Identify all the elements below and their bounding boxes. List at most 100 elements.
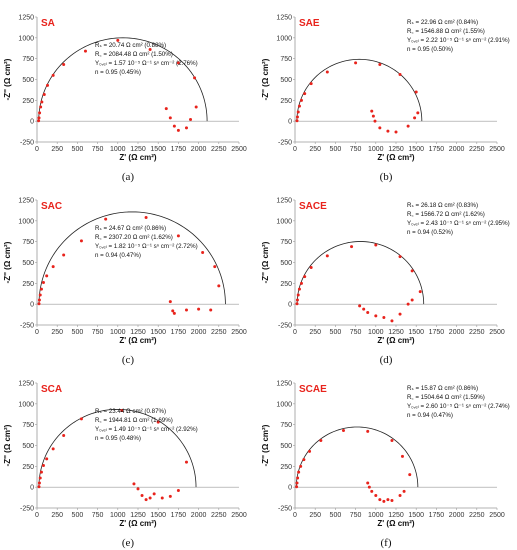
y-tick-label: 750 bbox=[22, 239, 34, 246]
data-point bbox=[410, 269, 414, 273]
x-tick-label: 250 bbox=[309, 512, 321, 519]
data-point bbox=[367, 485, 371, 489]
fit-parameter-text: Rₛ = 15.87 Ω cm² (0.86%) bbox=[407, 385, 478, 392]
y-tick-label: 250 bbox=[22, 281, 34, 288]
data-point bbox=[398, 312, 402, 316]
fit-parameter-text: Rₛ = 23.44 Ω cm² (0.87%) bbox=[95, 408, 166, 415]
data-point bbox=[413, 116, 417, 120]
fit-parameter-text: n = 0.94 (0.47%) bbox=[407, 412, 453, 419]
data-point bbox=[398, 73, 402, 76]
data-point bbox=[79, 417, 83, 421]
y-tick-label: 0 bbox=[288, 119, 292, 126]
y-tick-label: 1250 bbox=[18, 381, 34, 388]
data-point bbox=[378, 126, 382, 130]
x-tick-label: 1500 bbox=[408, 329, 424, 336]
data-point bbox=[40, 100, 44, 104]
y-tick-label: 250 bbox=[280, 281, 292, 288]
y-tick-label: 250 bbox=[22, 98, 34, 105]
x-tick-label: 1500 bbox=[150, 329, 166, 336]
x-tick-label: 250 bbox=[51, 146, 63, 153]
data-point bbox=[51, 447, 55, 451]
data-point bbox=[184, 308, 188, 312]
y-tick-label: 500 bbox=[22, 77, 34, 84]
data-point bbox=[46, 83, 50, 87]
data-point bbox=[354, 61, 358, 65]
data-point bbox=[176, 489, 180, 492]
fit-parameter-text: Y₀,ₑₗ = 2.60 10⁻⁵ Ω⁻¹ sⁿ cm⁻² (2.74%) bbox=[407, 403, 510, 410]
data-point bbox=[308, 449, 312, 453]
data-point bbox=[144, 498, 148, 502]
data-point bbox=[358, 304, 362, 308]
data-point bbox=[152, 492, 156, 496]
data-point bbox=[197, 307, 201, 311]
data-point bbox=[299, 464, 303, 468]
x-axis-label: Z' (Ω cm²) bbox=[377, 153, 415, 162]
panel-caption: (a) bbox=[122, 171, 135, 183]
fit-parameter-text: Rₛ = 22.96 Ω cm² (0.84%) bbox=[407, 19, 478, 26]
data-point bbox=[325, 254, 329, 258]
data-point bbox=[194, 105, 198, 109]
data-point bbox=[176, 61, 180, 65]
data-point bbox=[41, 281, 45, 284]
panel-caption: (f) bbox=[381, 537, 392, 549]
data-point bbox=[366, 311, 370, 314]
panel-label: SA bbox=[41, 18, 55, 29]
data-point bbox=[382, 499, 386, 503]
data-point bbox=[362, 307, 366, 311]
x-tick-label: 2500 bbox=[231, 329, 247, 336]
chart-panel-sca: 0 250 500 750 1000 1250 1500 1750 2000 2250 250012… bbox=[3, 381, 247, 550]
x-tick-label: 2250 bbox=[469, 512, 485, 519]
data-point bbox=[374, 243, 378, 247]
data-point bbox=[382, 316, 386, 319]
x-tick-label: 1500 bbox=[150, 512, 166, 519]
data-point bbox=[386, 498, 390, 502]
data-point bbox=[390, 439, 394, 442]
fit-parameter-text: R꜀ = 2307.20 Ω cm² (1.62%) bbox=[95, 234, 173, 241]
x-tick-label: 250 bbox=[51, 512, 63, 519]
data-point bbox=[295, 119, 299, 123]
data-point bbox=[299, 281, 303, 285]
data-point bbox=[168, 494, 172, 498]
x-tick-label: 0 bbox=[35, 329, 39, 336]
x-tick-label: 1500 bbox=[408, 512, 424, 519]
data-point bbox=[295, 485, 299, 489]
data-point bbox=[132, 482, 136, 486]
fit-parameter-text: Y₀,ₑₗ = 1.82 10⁻⁵ Ω⁻¹ sⁿ cm⁻² (2.72%) bbox=[95, 243, 198, 250]
chart-panel-sa: 0 250 500 750 1000 1250 1500 1750 2000 2250 250012… bbox=[3, 15, 247, 184]
y-tick-label: 0 bbox=[30, 485, 34, 492]
data-point bbox=[37, 481, 41, 485]
panel-label: SCA bbox=[41, 384, 62, 395]
y-tick-label: -250 bbox=[20, 323, 34, 330]
data-point bbox=[296, 476, 300, 480]
chart-panel-sae: 0 250 500 750 1000 1250 1500 1750 2000 2250 250012… bbox=[261, 15, 510, 184]
data-point bbox=[37, 298, 41, 302]
y-tick-label: 1250 bbox=[276, 381, 292, 388]
y-tick-label: 500 bbox=[280, 443, 292, 450]
data-point bbox=[302, 458, 306, 462]
data-point bbox=[309, 82, 313, 86]
x-tick-label: 750 bbox=[92, 146, 104, 153]
x-tick-label: 250 bbox=[309, 329, 321, 336]
data-point bbox=[217, 284, 221, 288]
data-point bbox=[171, 309, 175, 313]
data-point bbox=[408, 473, 412, 477]
y-axis-label: -Z'' (Ω cm²) bbox=[261, 58, 270, 100]
panel-label: SAE bbox=[299, 18, 320, 29]
data-point bbox=[297, 287, 301, 291]
y-tick-label: -250 bbox=[278, 506, 292, 513]
data-point bbox=[176, 128, 180, 132]
fit-curve bbox=[296, 241, 425, 305]
data-point bbox=[390, 499, 394, 502]
data-point bbox=[38, 111, 42, 115]
x-tick-label: 1750 bbox=[429, 512, 445, 519]
data-point bbox=[148, 48, 152, 51]
data-point bbox=[189, 118, 193, 121]
y-tick-label: 750 bbox=[22, 422, 34, 429]
data-point bbox=[295, 302, 299, 306]
y-tick-label: 250 bbox=[280, 464, 292, 471]
x-tick-label: 2500 bbox=[489, 146, 505, 153]
y-tick-label: 1000 bbox=[276, 218, 292, 225]
panel-label: SAC bbox=[41, 201, 62, 212]
data-point bbox=[296, 110, 300, 114]
